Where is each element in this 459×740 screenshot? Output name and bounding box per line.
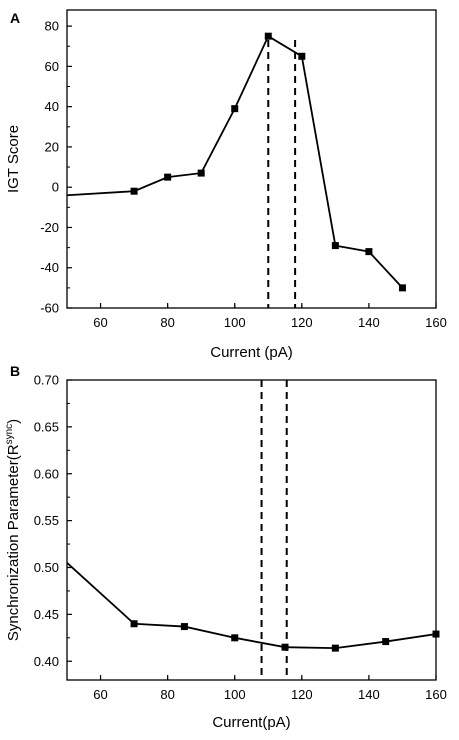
y-tick-label: -20: [40, 220, 59, 235]
data-point: [231, 105, 239, 113]
y-axis-title-main: Synchronization Parameter(R: [5, 444, 22, 641]
data-point: [398, 284, 406, 292]
y-axis-title: IGT Score: [5, 125, 22, 193]
data-point: [130, 620, 138, 628]
x-tick-label: 140: [358, 315, 380, 330]
y-tick-label: 0.50: [34, 560, 59, 575]
x-tick-label: 80: [160, 687, 174, 702]
y-axis-title-superscript: sync: [4, 424, 15, 445]
data-point: [331, 644, 339, 652]
data-point: [298, 52, 306, 60]
y-tick-label: 0.60: [34, 466, 59, 481]
y-tick-label: 80: [45, 19, 59, 34]
x-tick-label: 160: [425, 687, 447, 702]
data-point: [382, 638, 390, 646]
x-tick-label: 140: [358, 687, 380, 702]
panel-label: A: [10, 10, 20, 26]
y-tick-label: 0: [52, 180, 59, 195]
data-point: [231, 634, 239, 642]
x-axis-title: Current (pA): [210, 344, 293, 361]
plot-frame: [66, 9, 437, 309]
y-tick-label: 20: [45, 139, 59, 154]
panel-a-igt-score-chart: 60 80 100 120 140 160 -60 -40 -20 0 20 40 60 80 Curren…: [5, 9, 447, 361]
y-axis-title: Synchronization Parameter(Rsync): [4, 419, 22, 641]
x-tick-label: 80: [160, 315, 174, 330]
y-tick-label: 0.65: [34, 419, 59, 434]
x-tick-label: 100: [224, 315, 246, 330]
x-tick-label: 120: [291, 315, 313, 330]
series-line: [66, 562, 437, 650]
plot-frame: [66, 379, 437, 681]
y-tick-label: -40: [40, 260, 59, 275]
y-axis-title-close: ): [5, 419, 22, 424]
y-tick-label: 0.40: [34, 654, 59, 669]
y-tick-label: 0.55: [34, 513, 59, 528]
y-tick-label: 40: [45, 99, 59, 114]
data-point: [281, 643, 289, 651]
x-tick-label: 60: [93, 687, 107, 702]
x-tick-label: 120: [291, 687, 313, 702]
y-tick-label: 0.45: [34, 607, 59, 622]
data-point: [130, 187, 138, 195]
x-axis-title: Current(pA): [212, 714, 290, 731]
x-tick-label: 100: [224, 687, 246, 702]
data-point: [180, 623, 188, 631]
data-point: [331, 242, 339, 250]
data-point: [197, 169, 205, 177]
series-line: [66, 34, 404, 289]
y-tick-label: 0.70: [34, 373, 59, 388]
y-tick-label: 60: [45, 59, 59, 74]
panel-label: B: [10, 363, 20, 379]
data-point: [264, 32, 272, 40]
x-tick-label: 160: [425, 315, 447, 330]
data-point: [432, 630, 440, 638]
y-tick-label: -60: [40, 301, 59, 316]
x-tick-label: 60: [93, 315, 107, 330]
data-point: [164, 173, 172, 181]
data-point: [365, 248, 373, 256]
panel-b-synchronization-chart: 60 80 100 120 140 160 0.40 0.45 0.50 0.55 0.60 0.65…: [4, 363, 447, 731]
